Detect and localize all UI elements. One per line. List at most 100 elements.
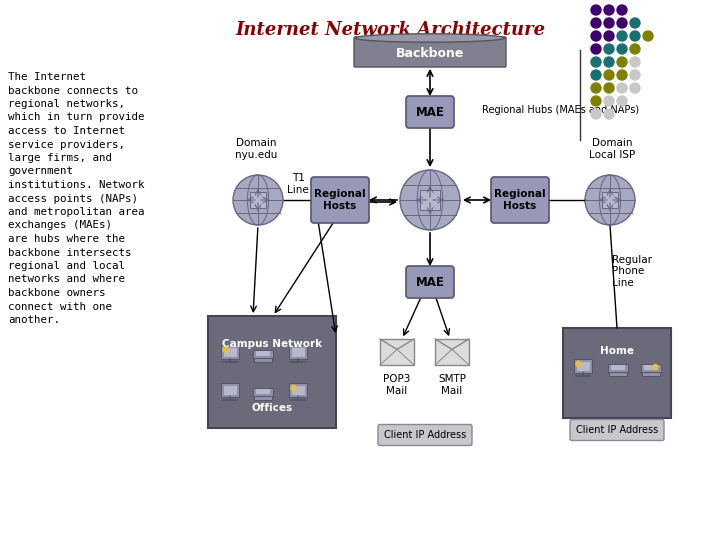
Text: access to Internet: access to Internet <box>8 126 125 136</box>
FancyBboxPatch shape <box>253 359 272 362</box>
Text: Domain
Local ISP: Domain Local ISP <box>589 138 635 160</box>
Text: backbone intersects: backbone intersects <box>8 247 132 258</box>
Text: service providers,: service providers, <box>8 139 125 150</box>
Circle shape <box>630 83 640 93</box>
Text: Internet Network Architecture: Internet Network Architecture <box>235 21 545 39</box>
Text: T1
Line: T1 Line <box>287 173 309 195</box>
FancyBboxPatch shape <box>380 339 414 365</box>
Circle shape <box>617 57 627 67</box>
Text: Regional Hubs (MAEs and NAPs): Regional Hubs (MAEs and NAPs) <box>482 105 639 115</box>
Text: POP3
Mail: POP3 Mail <box>383 374 410 396</box>
Circle shape <box>604 96 614 106</box>
Circle shape <box>617 18 627 28</box>
FancyBboxPatch shape <box>311 177 369 223</box>
FancyBboxPatch shape <box>406 266 454 298</box>
Text: are hubs where the: are hubs where the <box>8 234 125 244</box>
FancyBboxPatch shape <box>289 383 307 397</box>
Text: institutions. Network: institutions. Network <box>8 180 145 190</box>
FancyBboxPatch shape <box>292 386 305 395</box>
Circle shape <box>591 83 601 93</box>
Circle shape <box>604 18 614 28</box>
Text: which in turn provide: which in turn provide <box>8 112 145 123</box>
Circle shape <box>233 175 283 225</box>
Circle shape <box>630 57 640 67</box>
FancyBboxPatch shape <box>256 351 270 356</box>
FancyBboxPatch shape <box>223 348 236 356</box>
FancyBboxPatch shape <box>208 316 336 428</box>
Circle shape <box>630 18 640 28</box>
Text: regional networks,: regional networks, <box>8 99 125 109</box>
FancyBboxPatch shape <box>574 359 592 373</box>
FancyBboxPatch shape <box>253 388 273 397</box>
Circle shape <box>604 109 614 119</box>
Text: access points (NAPs): access points (NAPs) <box>8 193 138 204</box>
FancyBboxPatch shape <box>223 386 236 395</box>
Text: Offices: Offices <box>251 403 292 413</box>
Text: Regional
Hosts: Regional Hosts <box>314 189 366 211</box>
Text: another.: another. <box>8 315 60 325</box>
Circle shape <box>604 57 614 67</box>
Circle shape <box>591 57 601 67</box>
Text: Regional
Hosts: Regional Hosts <box>494 189 546 211</box>
Circle shape <box>591 109 601 119</box>
Circle shape <box>591 96 601 106</box>
FancyBboxPatch shape <box>253 396 272 400</box>
Circle shape <box>400 170 460 230</box>
Circle shape <box>617 96 627 106</box>
Text: Home: Home <box>600 346 634 355</box>
FancyBboxPatch shape <box>491 177 549 223</box>
FancyBboxPatch shape <box>644 365 658 370</box>
FancyBboxPatch shape <box>570 420 664 441</box>
Text: Client IP Address: Client IP Address <box>384 430 466 440</box>
FancyBboxPatch shape <box>577 362 590 370</box>
Circle shape <box>591 5 601 15</box>
Text: SMTP
Mail: SMTP Mail <box>438 374 466 396</box>
Text: MAE: MAE <box>415 105 444 118</box>
Text: backbone connects to: backbone connects to <box>8 85 138 96</box>
Text: Campus Network: Campus Network <box>222 339 322 349</box>
Text: The Internet: The Internet <box>8 72 86 82</box>
Circle shape <box>604 44 614 54</box>
Circle shape <box>630 44 640 54</box>
Circle shape <box>591 18 601 28</box>
Circle shape <box>604 70 614 80</box>
FancyBboxPatch shape <box>406 96 454 128</box>
FancyBboxPatch shape <box>221 383 239 397</box>
FancyBboxPatch shape <box>250 192 266 208</box>
Text: Regular
Phone
Line: Regular Phone Line <box>612 255 652 288</box>
Text: backbone owners: backbone owners <box>8 288 106 298</box>
FancyBboxPatch shape <box>602 192 618 208</box>
Circle shape <box>223 347 228 353</box>
Text: regional and local: regional and local <box>8 261 125 271</box>
Text: large firms, and: large firms, and <box>8 153 112 163</box>
Text: Backbone: Backbone <box>396 47 464 60</box>
Text: MAE: MAE <box>415 275 444 288</box>
Circle shape <box>617 83 627 93</box>
Circle shape <box>604 31 614 41</box>
Text: government: government <box>8 166 73 177</box>
Circle shape <box>591 70 601 80</box>
Circle shape <box>585 175 635 225</box>
Circle shape <box>604 5 614 15</box>
Text: connect with one: connect with one <box>8 301 112 312</box>
FancyBboxPatch shape <box>221 346 239 359</box>
Circle shape <box>630 31 640 41</box>
Circle shape <box>643 31 653 41</box>
Circle shape <box>617 70 627 80</box>
FancyBboxPatch shape <box>608 363 628 373</box>
Circle shape <box>617 44 627 54</box>
Circle shape <box>617 5 627 15</box>
FancyBboxPatch shape <box>641 363 661 373</box>
Text: Client IP Address: Client IP Address <box>576 425 658 435</box>
FancyBboxPatch shape <box>420 191 440 210</box>
FancyBboxPatch shape <box>642 373 660 376</box>
Circle shape <box>591 31 601 41</box>
FancyBboxPatch shape <box>292 348 305 356</box>
Circle shape <box>591 44 601 54</box>
FancyBboxPatch shape <box>256 389 270 394</box>
FancyBboxPatch shape <box>563 328 671 418</box>
Ellipse shape <box>355 34 505 42</box>
Circle shape <box>291 386 296 390</box>
Text: Domain
nyu.edu: Domain nyu.edu <box>235 138 277 160</box>
Circle shape <box>630 70 640 80</box>
